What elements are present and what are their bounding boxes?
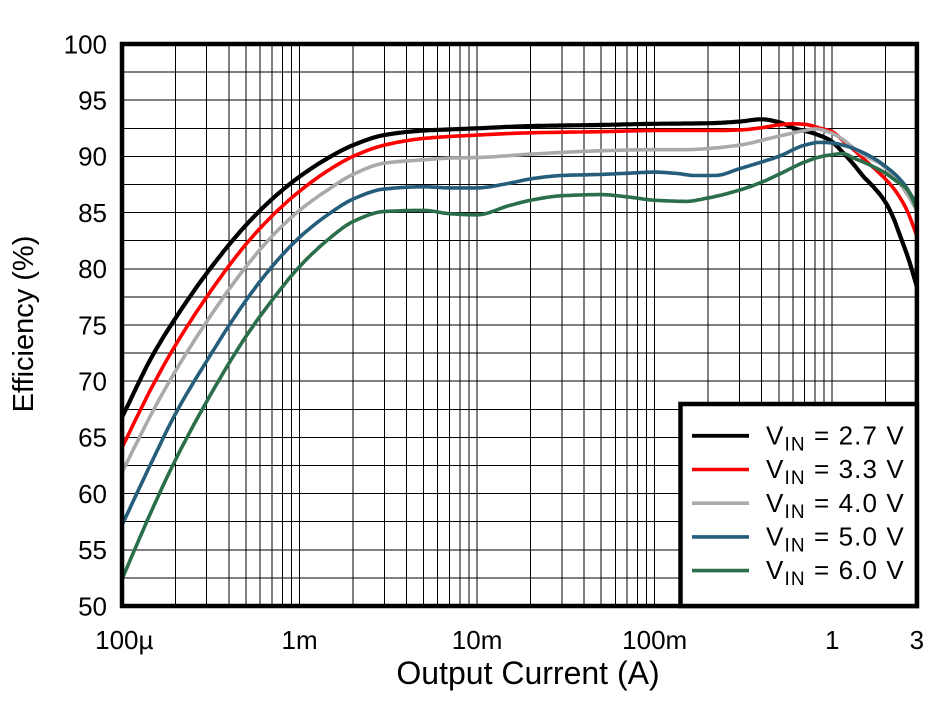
- svg-text:60: 60: [78, 479, 107, 509]
- svg-text:55: 55: [78, 535, 107, 565]
- svg-text:70: 70: [78, 367, 107, 397]
- svg-text:10m: 10m: [452, 625, 503, 655]
- svg-text:75: 75: [78, 310, 107, 340]
- svg-text:1m: 1m: [282, 625, 318, 655]
- svg-text:VIN = 2.7 V: VIN = 2.7 V: [766, 420, 905, 455]
- svg-text:100µ: 100µ: [95, 625, 153, 655]
- svg-text:50: 50: [78, 591, 107, 621]
- svg-text:85: 85: [78, 198, 107, 228]
- svg-text:VIN = 4.0 V: VIN = 4.0 V: [766, 488, 905, 523]
- svg-text:VIN = 5.0 V: VIN = 5.0 V: [766, 522, 905, 557]
- svg-text:Efficiency (%): Efficiency (%): [8, 236, 40, 413]
- svg-text:3: 3: [910, 625, 924, 655]
- svg-text:90: 90: [78, 142, 107, 172]
- svg-text:100m: 100m: [622, 625, 687, 655]
- svg-text:80: 80: [78, 254, 107, 284]
- svg-text:65: 65: [78, 423, 107, 453]
- svg-text:VIN = 3.3 V: VIN = 3.3 V: [766, 454, 905, 489]
- svg-text:VIN = 6.0 V: VIN = 6.0 V: [766, 555, 905, 590]
- svg-text:Output Current (A): Output Current (A): [396, 655, 659, 691]
- svg-text:95: 95: [78, 86, 107, 116]
- svg-text:1: 1: [825, 625, 839, 655]
- svg-text:100: 100: [64, 29, 107, 59]
